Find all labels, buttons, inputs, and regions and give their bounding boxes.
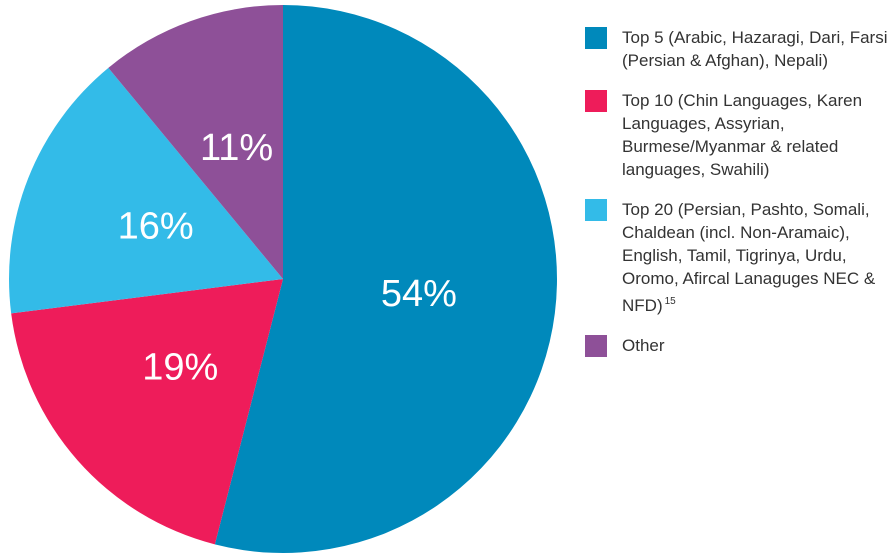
legend-text: Top 10 (Chin Languages, Karen Languages,…	[622, 91, 863, 179]
legend-label: Top 10 (Chin Languages, Karen Languages,…	[622, 89, 890, 181]
slice-label: 54%	[381, 273, 457, 315]
slice-label: 19%	[142, 347, 218, 389]
legend-swatch	[585, 335, 607, 357]
pie-slice	[11, 279, 283, 545]
legend-item: Other	[585, 334, 893, 357]
legend-swatch	[585, 27, 607, 49]
pie-slice	[214, 5, 558, 553]
legend-swatch	[585, 199, 607, 221]
legend-label: Top 20 (Persian, Pashto, Somali, Chaldea…	[622, 198, 890, 317]
legend-label: Top 5 (Arabic, Hazaragi, Dari, Farsi (Pe…	[622, 26, 890, 72]
legend-item: Top 5 (Arabic, Hazaragi, Dari, Farsi (Pe…	[585, 26, 893, 72]
slice-label: 16%	[118, 206, 194, 248]
chart: 54% 19% 16%11%	[8, 5, 558, 553]
legend-text: Top 5 (Arabic, Hazaragi, Dari, Farsi (Pe…	[622, 28, 888, 70]
legend-item: Top 10 (Chin Languages, Karen Languages,…	[585, 89, 893, 181]
legend: Top 5 (Arabic, Hazaragi, Dari, Farsi (Pe…	[585, 26, 893, 374]
legend-label: Other	[622, 334, 890, 357]
slice-label: 11%	[200, 127, 273, 169]
footnote-marker: 15	[664, 296, 676, 307]
legend-text: Other	[622, 336, 665, 355]
legend-swatch	[585, 90, 607, 112]
legend-text: Top 20 (Persian, Pashto, Somali, Chaldea…	[622, 200, 876, 315]
pie-slice	[108, 5, 283, 279]
pie-slice	[8, 67, 283, 314]
legend-item: Top 20 (Persian, Pashto, Somali, Chaldea…	[585, 198, 893, 317]
